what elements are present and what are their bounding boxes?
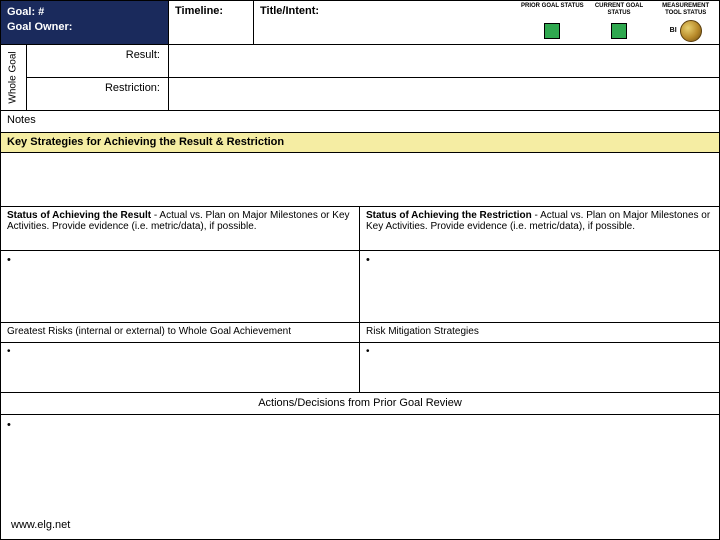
restriction-label: Restriction: [27, 78, 169, 110]
strategies-header: Key Strategies for Achieving the Result … [1, 133, 719, 153]
whole-goal-vertical-label: Whole Goal [1, 45, 27, 110]
status-restriction-header: Status of Achieving the Restriction - Ac… [360, 207, 719, 250]
current-status-col: CURRENT GOAL STATUS [586, 1, 653, 44]
measurement-status-label: MEASUREMENT TOOL STATUS [654, 3, 717, 18]
result-label: Result: [27, 45, 169, 77]
current-status-label: CURRENT GOAL STATUS [588, 3, 651, 21]
risk-bullets-row: • • [1, 343, 719, 393]
goal-owner-cell: Goal: # Goal Owner: [1, 1, 169, 44]
restriction-row: Restriction: [27, 78, 719, 110]
title-intent-label: Title/Intent: [254, 1, 519, 44]
footer-url: www.elg.net [1, 515, 719, 539]
risks-label: Greatest Risks (internal or external) to… [1, 323, 360, 342]
actions-body: • [1, 415, 719, 515]
goal-template: Goal: # Goal Owner: Timeline: Title/Inte… [0, 0, 720, 540]
status-headers-row: Status of Achieving the Result - Actual … [1, 207, 719, 251]
header-row: Goal: # Goal Owner: Timeline: Title/Inte… [1, 1, 719, 45]
owner-label: Goal Owner: [7, 20, 162, 35]
status-block: PRIOR GOAL STATUS CURRENT GOAL STATUS ME… [519, 1, 719, 44]
timeline-label: Timeline: [169, 1, 254, 44]
prior-status-label: PRIOR GOAL STATUS [521, 3, 584, 21]
whole-goal-section: Whole Goal Result: Restriction: [1, 45, 719, 111]
restriction-value [169, 78, 719, 110]
prior-status-col: PRIOR GOAL STATUS [519, 1, 586, 44]
result-value [169, 45, 719, 77]
prior-status-indicator [544, 23, 560, 39]
strategies-body [1, 153, 719, 207]
goal-label: Goal: # [7, 5, 162, 20]
current-status-indicator [611, 23, 627, 39]
notes-label: Notes [1, 111, 719, 133]
seal-icon [680, 20, 702, 42]
status-result-bullet: • [1, 251, 360, 322]
mitigation-bullet: • [360, 343, 719, 392]
mitigation-label: Risk Mitigation Strategies [360, 323, 719, 342]
risk-headers-row: Greatest Risks (internal or external) to… [1, 323, 719, 343]
actions-header: Actions/Decisions from Prior Goal Review [1, 393, 719, 415]
bi-label: BI [670, 27, 677, 35]
status-restriction-bullet: • [360, 251, 719, 322]
risk-bullet: • [1, 343, 360, 392]
measurement-status-col: MEASUREMENT TOOL STATUS BI [652, 1, 719, 44]
status-result-header: Status of Achieving the Result - Actual … [1, 207, 360, 250]
result-row: Result: [27, 45, 719, 78]
status-bullets-row: • • [1, 251, 719, 323]
